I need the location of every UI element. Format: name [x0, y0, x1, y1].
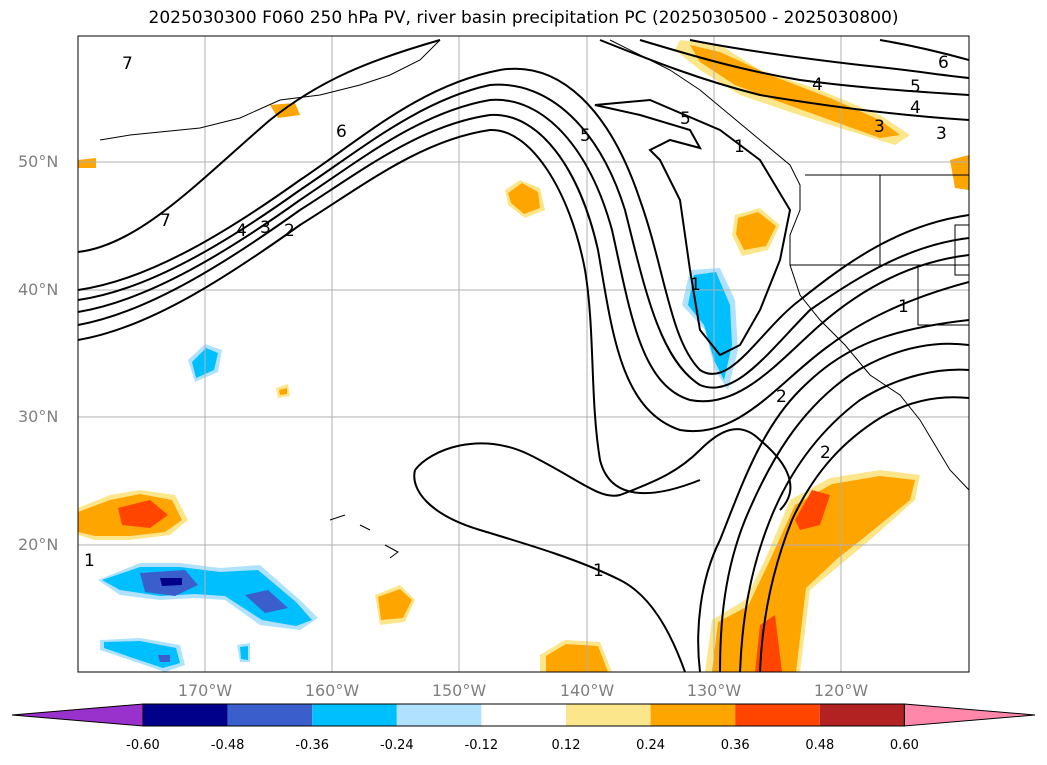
contour-label: 1 [734, 137, 745, 157]
pv-contours [78, 39, 969, 672]
colorbar-tick-label: 0.48 [805, 738, 835, 753]
contour-label: 2 [820, 443, 831, 463]
contour-label: 4 [236, 221, 247, 241]
contour-label: 1 [84, 551, 95, 571]
contour-label: 7 [122, 54, 133, 74]
latitude-label: 20°N [18, 535, 59, 554]
map-title: 2025030300 F060 250 hPa PV, river basin … [148, 8, 899, 28]
colorbar-segment [819, 704, 905, 726]
latitude-label: 40°N [18, 280, 59, 299]
colorbar-segment [312, 704, 397, 726]
colorbar-segment [143, 704, 228, 726]
colorbar-tick-label: -0.60 [126, 738, 160, 753]
contour-label: 1 [593, 561, 604, 581]
longitude-label: 160°W [304, 681, 360, 700]
latitude-label: 30°N [18, 407, 59, 426]
colorbar-tick-label: 0.36 [720, 738, 750, 753]
colorbar-tick-label: 0.60 [889, 738, 919, 753]
contour-label: 3 [936, 124, 947, 144]
colorbar-tick-label: -0.36 [295, 738, 330, 753]
colorbar-tick-label: -0.48 [210, 738, 245, 753]
colorbar-tick-label: -0.12 [464, 738, 499, 753]
longitude-label: 120°W [813, 681, 869, 700]
colorbar-tick-label: 0.12 [551, 738, 581, 753]
contour-label: 5 [910, 77, 921, 97]
colorbar-arrow-left [11, 703, 144, 727]
colorbar-tick-label: 0.24 [636, 738, 666, 753]
colorbar-segment [650, 704, 736, 726]
colorbar-segment [396, 704, 482, 726]
colorbar-tick-label: -0.24 [379, 738, 414, 753]
colorbar-segment [566, 704, 651, 726]
colorbar-segment [227, 704, 313, 726]
contour-label-group: 7 6 5 4 3 2 1 7 4 3 2 5 4 3 6 5 1 2 1 1 … [84, 53, 949, 581]
contour-label: 2 [776, 387, 787, 407]
colorbar-arrow-right [903, 703, 1036, 727]
colorbar-frame [142, 703, 905, 727]
contour-label: 3 [874, 117, 885, 137]
contour-label: 1 [898, 297, 909, 317]
contour-label: 5 [680, 109, 691, 129]
map-frame [77, 35, 970, 673]
latitude-label: 50°N [18, 152, 59, 171]
graticule [78, 36, 969, 672]
longitude-label: 130°W [686, 681, 742, 700]
contour-label: 2 [284, 221, 295, 241]
contour-label: 1 [690, 275, 701, 295]
colorbar-segment [481, 704, 566, 726]
contour-label: 6 [938, 53, 949, 73]
contour-label: 7 [160, 211, 171, 231]
contour-label: 3 [260, 218, 271, 238]
colorbar-segment [735, 704, 820, 726]
longitude-label: 140°W [559, 681, 615, 700]
contour-label: 5 [580, 126, 591, 146]
contour-label: 4 [812, 75, 823, 95]
longitude-label: 150°W [431, 681, 487, 700]
coastlines [99, 39, 969, 559]
contour-label: 4 [910, 98, 921, 118]
longitude-label: 170°W [177, 681, 233, 700]
contour-label: 6 [336, 122, 347, 142]
